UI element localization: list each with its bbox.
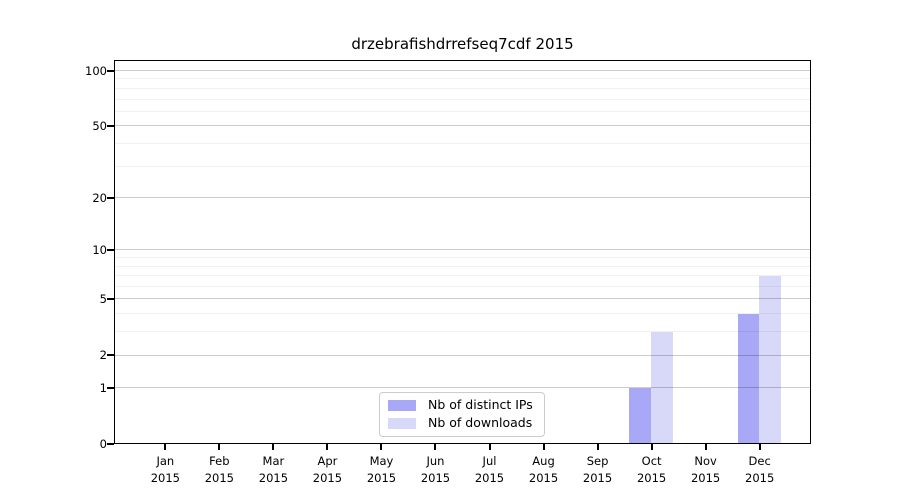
- gridline-minor-80: [115, 87, 810, 89]
- legend-swatch-downloads: [388, 417, 416, 429]
- gridline-minor-30: [115, 165, 810, 167]
- y-tick-label-2: 2: [99, 348, 107, 363]
- x-tick-jun-2015: [434, 444, 437, 450]
- y-tick-1: [107, 386, 114, 389]
- x-tick-label-aug-2015: Aug 2015: [528, 454, 559, 485]
- legend: Nb of distinct IPs Nb of downloads: [379, 392, 545, 437]
- gridline-major-1: [115, 387, 810, 389]
- gridline-major-50: [115, 125, 810, 127]
- gridline-major-5: [115, 298, 810, 300]
- legend-item-downloads: Nb of downloads: [388, 416, 533, 430]
- y-tick-label-0: 0: [99, 437, 107, 451]
- y-tick-label-10: 10: [92, 242, 107, 257]
- y-tick-5: [107, 297, 114, 300]
- legend-label-distinct-ips: Nb of distinct IPs: [428, 397, 533, 412]
- x-tick-label-feb-2015: Feb 2015: [204, 454, 234, 485]
- x-tick-aug-2015: [542, 444, 545, 450]
- y-tick-label-50: 50: [92, 118, 107, 133]
- gridline-major-2: [115, 354, 810, 356]
- gridline-major-20: [115, 197, 810, 199]
- x-tick-dec-2015: [758, 444, 761, 450]
- gridline-minor-60: [115, 110, 810, 112]
- x-tick-label-nov-2015: Nov 2015: [690, 454, 721, 485]
- gridline-minor-6: [115, 286, 810, 288]
- y-tick-label-5: 5: [99, 291, 107, 306]
- y-tick-label-100: 100: [85, 63, 107, 78]
- x-tick-may-2015: [380, 444, 383, 450]
- gridline-minor-40: [115, 142, 810, 144]
- y-tick-label-1: 1: [99, 380, 107, 395]
- gridline-minor-9: [115, 257, 810, 259]
- x-tick-label-jan-2015: Jan 2015: [150, 454, 180, 485]
- x-tick-label-mar-2015: Mar 2015: [258, 454, 289, 485]
- y-tick-10: [107, 248, 114, 251]
- gridline-minor-7: [115, 275, 810, 277]
- legend-label-downloads: Nb of downloads: [428, 415, 533, 430]
- x-tick-label-apr-2015: Apr 2015: [312, 454, 343, 485]
- x-tick-label-dec-2015: Dec 2015: [745, 454, 775, 485]
- y-tick-20: [107, 196, 114, 199]
- x-tick-label-oct-2015: Oct 2015: [636, 454, 667, 485]
- y-tick-0: [107, 443, 114, 445]
- x-tick-feb-2015: [218, 444, 221, 450]
- x-tick-label-may-2015: May 2015: [366, 454, 397, 485]
- bar-nb-of-distinct-ips-dec-2015: [737, 314, 760, 443]
- gridline-minor-8: [115, 265, 810, 267]
- bar-nb-of-distinct-ips-oct-2015: [629, 388, 652, 443]
- y-tick-2: [107, 354, 114, 357]
- y-tick-50: [107, 124, 114, 127]
- x-tick-oct-2015: [650, 444, 653, 450]
- plot-area: [114, 60, 811, 444]
- gridline-minor-3: [115, 331, 810, 333]
- legend-swatch-distinct-ips: [388, 399, 416, 411]
- y-tick-label-20: 20: [92, 190, 107, 205]
- y-tick-100: [107, 69, 114, 72]
- x-tick-jul-2015: [488, 444, 491, 450]
- x-tick-apr-2015: [326, 444, 329, 450]
- x-tick-label-sep-2015: Sep 2015: [582, 454, 613, 485]
- legend-item-distinct-ips: Nb of distinct IPs: [388, 398, 533, 412]
- x-tick-label-jun-2015: Jun 2015: [420, 454, 451, 485]
- gridline-minor-70: [115, 98, 810, 100]
- gridline-major-100: [115, 70, 810, 71]
- gridline-major-10: [115, 249, 810, 251]
- gridline-minor-90: [115, 78, 810, 80]
- x-tick-nov-2015: [704, 444, 707, 450]
- chart-title: drzebrafishdrrefseq7cdf 2015: [351, 35, 574, 53]
- gridline-minor-4: [115, 313, 810, 315]
- x-tick-sep-2015: [596, 444, 599, 450]
- x-tick-mar-2015: [272, 444, 275, 450]
- x-tick-jan-2015: [164, 444, 167, 450]
- x-tick-label-jul-2015: Jul 2015: [474, 454, 505, 485]
- bar-nb-of-downloads-dec-2015: [759, 276, 781, 443]
